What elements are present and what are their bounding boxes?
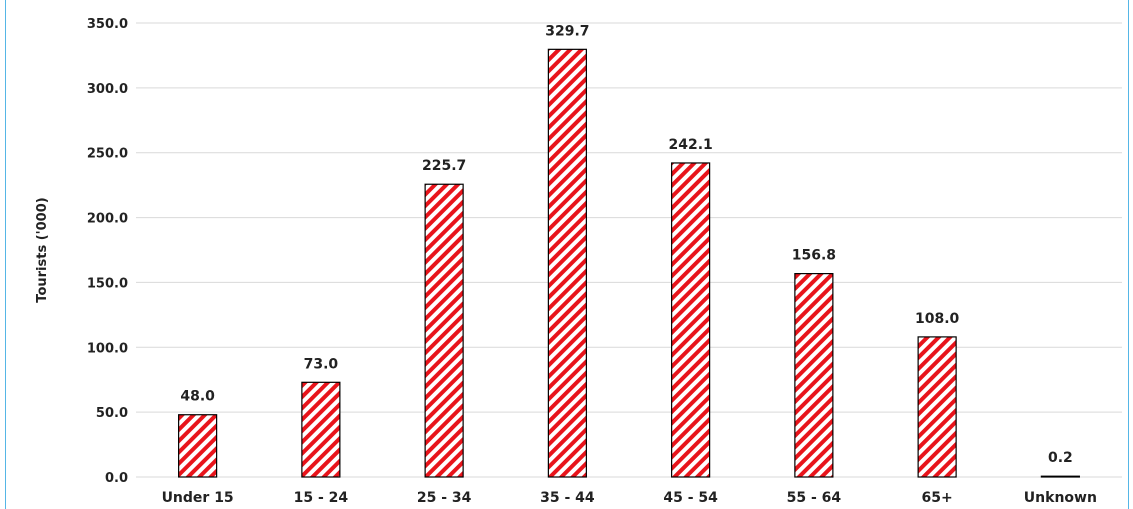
data-label: 73.0	[304, 356, 339, 372]
x-tick-label: 45 - 54	[663, 490, 718, 506]
bar	[671, 162, 711, 478]
bar	[1040, 475, 1080, 478]
y-axis-tick-labels: 0.0 50.0 100.0 150.0 200.0 250.0 300.0 350.0	[87, 17, 128, 486]
bar	[424, 183, 464, 478]
data-label: 329.7	[545, 23, 589, 39]
x-tick-label: Unknown	[1024, 490, 1097, 506]
y-tick-label: 350.0	[87, 17, 128, 32]
y-tick-label: 300.0	[87, 82, 128, 97]
data-labels: 48.0 73.0 225.7 329.7 242.1 156.8 108.0 0.2	[180, 23, 1072, 466]
data-label: 225.7	[422, 158, 466, 174]
x-tick-label: 65+	[922, 490, 953, 506]
bar	[917, 336, 957, 478]
y-axis-title: Tourists ('000)	[35, 197, 50, 302]
x-tick-label: Under 15	[162, 490, 234, 506]
x-tick-label: 15 - 24	[294, 490, 349, 506]
y-tick-label: 50.0	[96, 406, 128, 421]
y-tick-label: 0.0	[105, 471, 128, 486]
y-tick-label: 150.0	[87, 276, 128, 291]
bar	[301, 381, 341, 478]
data-label: 242.1	[668, 137, 712, 153]
y-tick-label: 250.0	[87, 147, 128, 162]
data-label: 48.0	[180, 389, 215, 405]
bar	[547, 48, 587, 478]
data-label: 0.2	[1048, 450, 1073, 466]
data-label: 108.0	[915, 311, 960, 327]
bar-chart: 0.0 50.0 100.0 150.0 200.0 250.0 300.0 350.0 48…	[35, 17, 1122, 506]
bars	[178, 48, 1080, 478]
data-label: 156.8	[792, 248, 836, 264]
gridlines	[136, 22, 1122, 478]
chart-frame: 0.0 50.0 100.0 150.0 200.0 250.0 300.0 350.0 48…	[5, 0, 1129, 509]
y-tick-label: 100.0	[87, 341, 128, 356]
x-axis-category-labels: Under 15 15 - 24 25 - 34 35 - 44 45 - 54 55 -…	[162, 490, 1097, 506]
y-tick-label: 200.0	[87, 212, 128, 227]
bar	[178, 414, 218, 478]
x-tick-label: 35 - 44	[540, 490, 595, 506]
x-tick-label: 55 - 64	[787, 490, 842, 506]
bar	[794, 273, 834, 478]
x-tick-label: 25 - 34	[417, 490, 472, 506]
